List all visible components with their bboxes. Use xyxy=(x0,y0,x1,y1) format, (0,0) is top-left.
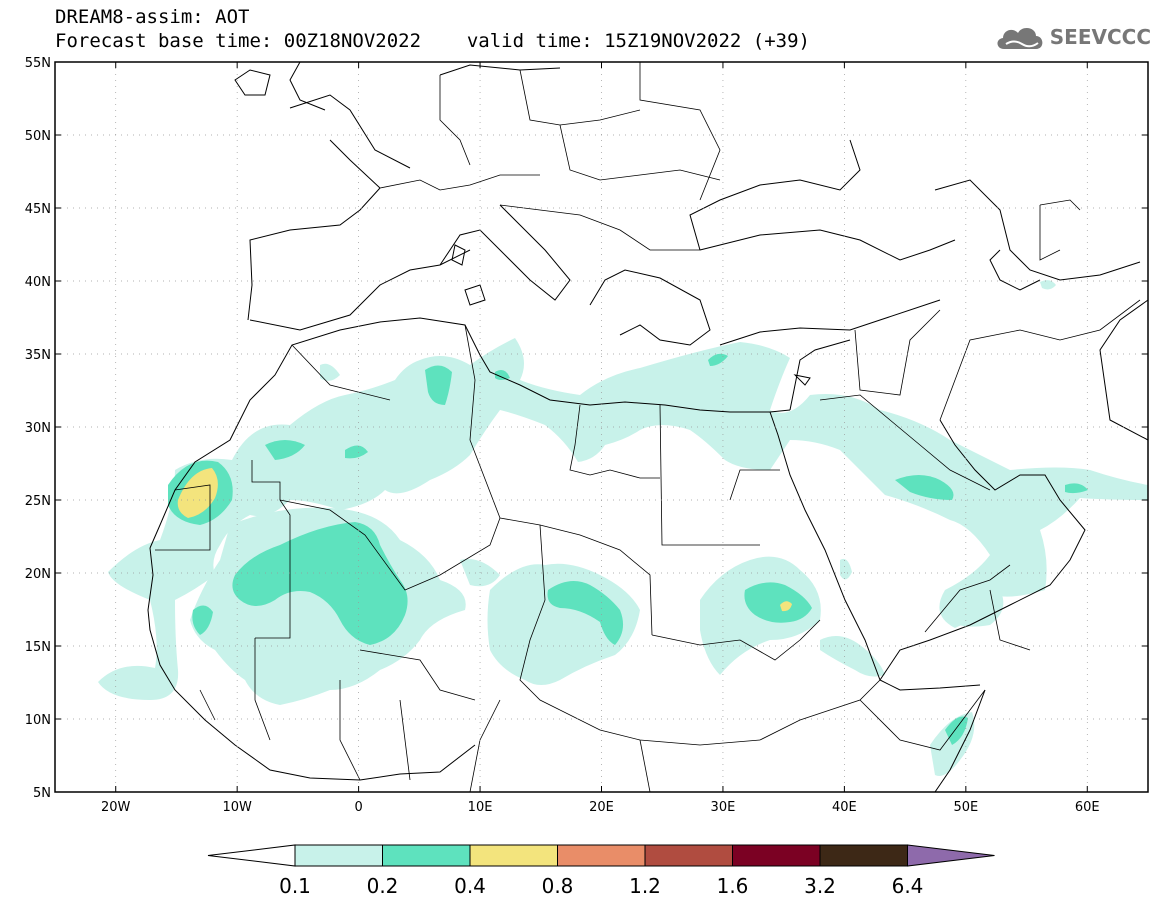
colorbar-swatch xyxy=(382,844,471,867)
axis-ticks: 20W 10W 0 10E 20E 30E 40E 50E 60E 55N 50N 45N 40N 35N… xyxy=(25,56,1148,815)
lon-tick-label: 0 xyxy=(354,800,362,815)
lat-tick-label: 30N xyxy=(25,421,51,436)
coastlines xyxy=(147,62,1148,792)
colorbar: 0.1 0.2 0.4 0.8 1.2 1.6 3.2 6.4 xyxy=(207,844,995,898)
lon-tick-label: 60E xyxy=(1075,800,1100,815)
valid-time: valid time: 15Z19NOV2022 (+39) xyxy=(466,30,810,52)
colorbar-level-label: 6.4 xyxy=(892,874,924,898)
aot-band-0.4-0.8 xyxy=(177,468,792,612)
graticule xyxy=(55,62,1148,792)
lon-tick-label: 50E xyxy=(953,800,978,815)
map-title: DREAM8-assim: AOT xyxy=(55,6,250,28)
colorbar-level-label: 0.8 xyxy=(542,874,574,898)
lat-tick-label: 40N xyxy=(25,275,51,290)
lon-tick-label: 30E xyxy=(711,800,736,815)
colorbar-swatch xyxy=(732,844,821,867)
colorbar-level-label: 0.4 xyxy=(454,874,486,898)
lat-tick-label: 15N xyxy=(25,640,51,655)
colorbar-level-label: 1.6 xyxy=(717,874,749,898)
colorbar-under-arrow xyxy=(207,844,296,867)
forecast-base-time: Forecast base time: 00Z18NOV2022 xyxy=(55,30,422,52)
lon-tick-label: 10W xyxy=(222,800,252,815)
lat-tick-label: 5N xyxy=(33,786,51,801)
lon-tick-label: 40E xyxy=(832,800,857,815)
colorbar-swatch xyxy=(557,844,646,867)
lon-tick-label: 20W xyxy=(101,800,131,815)
lat-tick-label: 35N xyxy=(25,348,51,363)
country-borders xyxy=(155,62,1141,792)
seevccc-logo: SEEVCCC xyxy=(994,22,1151,52)
lat-tick-label: 45N xyxy=(25,202,51,217)
lon-tick-label: 20E xyxy=(589,800,614,815)
lat-tick-label: 55N xyxy=(25,56,51,71)
lon-tick-label: 10E xyxy=(468,800,493,815)
colorbar-level-label: 3.2 xyxy=(804,874,836,898)
colorbar-swatch xyxy=(294,844,383,867)
time-info: Forecast base time: 00Z18NOV2022 valid t… xyxy=(55,30,810,52)
cloud-icon xyxy=(997,27,1043,49)
colorbar-level-label: 0.2 xyxy=(367,874,399,898)
logo-text: SEEVCCC xyxy=(1049,25,1151,49)
map-frame xyxy=(54,61,1149,793)
colorbar-level-label: 1.2 xyxy=(629,874,661,898)
colorbar-level-label: 0.1 xyxy=(279,874,311,898)
lat-tick-label: 50N xyxy=(25,129,51,144)
colorbar-swatch xyxy=(644,844,733,867)
lat-tick-label: 20N xyxy=(25,567,51,582)
lat-tick-label: 25N xyxy=(25,494,51,509)
aot-field xyxy=(98,280,1148,776)
colorbar-swatch xyxy=(819,844,908,867)
colorbar-over-arrow xyxy=(907,844,995,867)
colorbar-swatch xyxy=(469,844,558,867)
lat-tick-label: 10N xyxy=(25,713,51,728)
